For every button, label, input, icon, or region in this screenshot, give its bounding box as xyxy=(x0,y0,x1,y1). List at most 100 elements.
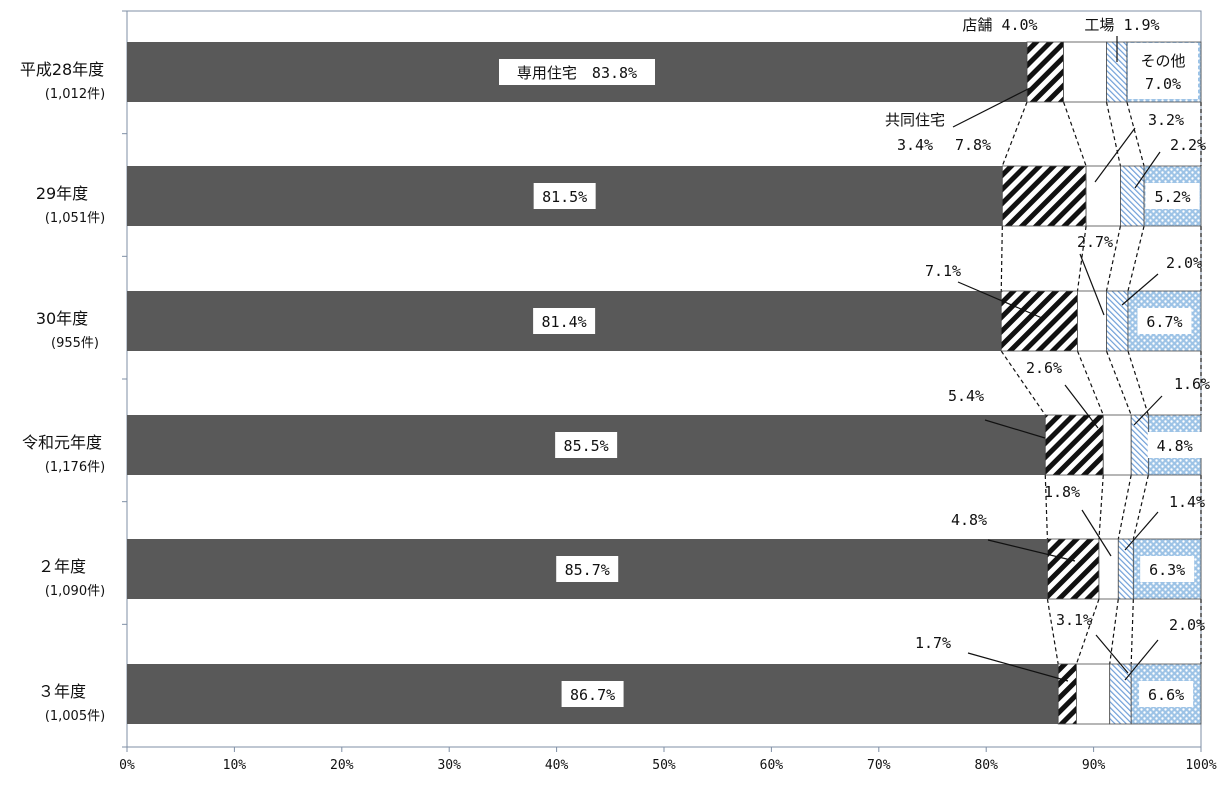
connector-line xyxy=(1062,101,1087,167)
leader-line xyxy=(1095,634,1129,674)
bar-segment xyxy=(1063,41,1107,103)
bars xyxy=(127,41,1202,725)
axes xyxy=(122,10,1202,752)
data-label: 3.4% xyxy=(897,136,933,154)
data-label: 1.8% xyxy=(1044,483,1080,501)
connector-line xyxy=(1076,350,1104,416)
category-sublabel: (1,090件) xyxy=(45,584,105,599)
bar-segment xyxy=(1077,290,1107,352)
category-labels: 平成28年度 (1,012件) 29年度 (1,051件) 30年度 (955件) 令和元年… xyxy=(20,60,105,724)
data-label: 7.8% xyxy=(955,136,991,154)
connector-line xyxy=(1000,225,1003,292)
connector-line xyxy=(1130,598,1134,665)
leader-line xyxy=(1134,151,1161,189)
category-sublabel: (1,051件) xyxy=(45,211,105,226)
leader-line xyxy=(957,281,1043,319)
x-tick-labels: 0% 10% 20% 30% 40% 50% 60% 70% 80% 90% 100% xyxy=(119,758,1217,773)
data-label: 工場 1.9% xyxy=(1084,16,1159,34)
data-label: 6.7% xyxy=(1146,313,1182,331)
x-tick-label: 30% xyxy=(437,758,461,773)
connector-line xyxy=(1126,101,1145,167)
leader-line xyxy=(967,652,1069,682)
data-label-box xyxy=(1145,183,1200,209)
x-tick-label: 100% xyxy=(1185,758,1216,773)
data-label: 85.5% xyxy=(564,437,609,455)
data-label-box xyxy=(1147,432,1202,458)
connector-line xyxy=(1105,101,1122,167)
data-label-box xyxy=(1139,681,1194,707)
category-sublabel: (1,012件) xyxy=(45,87,105,102)
data-label: 3.2% xyxy=(1148,111,1184,129)
leader-line xyxy=(1124,639,1159,681)
data-label-box xyxy=(1128,43,1198,99)
plot-frame xyxy=(126,10,1202,748)
bar-segment xyxy=(1057,663,1077,725)
x-tick-label: 50% xyxy=(652,758,676,773)
data-label: 6.6% xyxy=(1148,686,1184,704)
leader-line xyxy=(1081,509,1112,557)
data-label: 86.7% xyxy=(570,686,615,704)
category-label: ３年度 xyxy=(38,682,86,701)
connector-line xyxy=(1132,474,1149,540)
data-label-box xyxy=(1137,308,1192,334)
category-label: 平成28年度 xyxy=(20,60,104,79)
leader-line xyxy=(987,539,1076,562)
x-tick-label: 60% xyxy=(760,758,784,773)
bar-segment xyxy=(1026,41,1064,103)
leader-line xyxy=(1124,511,1159,551)
bar-segment xyxy=(1102,414,1132,476)
x-tick-label: 20% xyxy=(330,758,354,773)
data-label: 1.7% xyxy=(915,634,951,652)
connector-line xyxy=(1117,474,1132,540)
data-label-box xyxy=(555,432,618,458)
category-label: 30年度 xyxy=(36,309,88,328)
data-label: 81.5% xyxy=(542,188,587,206)
data-label: 6.3% xyxy=(1149,561,1185,579)
bar-segment xyxy=(1047,538,1100,600)
bar-segment xyxy=(1044,414,1104,476)
data-label: 7.0% xyxy=(1145,75,1181,93)
data-label: 1.6% xyxy=(1174,375,1210,393)
data-label: その他 xyxy=(1140,52,1185,70)
connector-line xyxy=(1105,350,1132,416)
data-label-box xyxy=(561,681,624,707)
data-label: 2.0% xyxy=(1166,254,1202,272)
connector-line xyxy=(1109,598,1119,665)
bar-segment xyxy=(1130,414,1149,476)
data-label: 5.2% xyxy=(1154,188,1190,206)
connector-line xyxy=(1075,598,1100,665)
data-label-box xyxy=(533,308,596,334)
leader-line xyxy=(984,419,1046,439)
category-sublabel: (1,176件) xyxy=(45,460,105,475)
leader-line xyxy=(1133,395,1163,426)
category-label: 29年度 xyxy=(36,184,88,203)
connector-line xyxy=(1046,598,1059,665)
leader-line xyxy=(1079,253,1105,316)
category-sublabel: (955件) xyxy=(51,336,99,351)
leader-line xyxy=(1094,127,1136,183)
series-connector-lines xyxy=(1000,101,1202,665)
connector-line xyxy=(1001,101,1028,167)
bar-segment xyxy=(1001,165,1087,227)
category-sublabel: (1,005件) xyxy=(45,709,105,724)
x-tick-label: 40% xyxy=(545,758,569,773)
data-label: 2.6% xyxy=(1026,359,1062,377)
bar-segment xyxy=(1085,165,1121,227)
data-label: 2.7% xyxy=(1077,233,1113,251)
bar-segment xyxy=(1000,290,1078,352)
connector-line xyxy=(1000,350,1046,416)
x-tick-label: 70% xyxy=(867,758,891,773)
category-label: ２年度 xyxy=(38,557,86,576)
connector-line xyxy=(1098,474,1104,540)
x-tick-label: 80% xyxy=(974,758,998,773)
data-label: 7.1% xyxy=(925,262,961,280)
connector-line xyxy=(1127,350,1149,416)
bar-segment xyxy=(1117,538,1134,600)
data-label: 85.7% xyxy=(565,561,610,579)
leader-line xyxy=(952,87,1031,128)
data-label: 2.0% xyxy=(1169,616,1205,634)
data-label-box xyxy=(499,59,656,85)
x-tick-label: 0% xyxy=(119,758,135,773)
category-label: 令和元年度 xyxy=(22,433,102,452)
